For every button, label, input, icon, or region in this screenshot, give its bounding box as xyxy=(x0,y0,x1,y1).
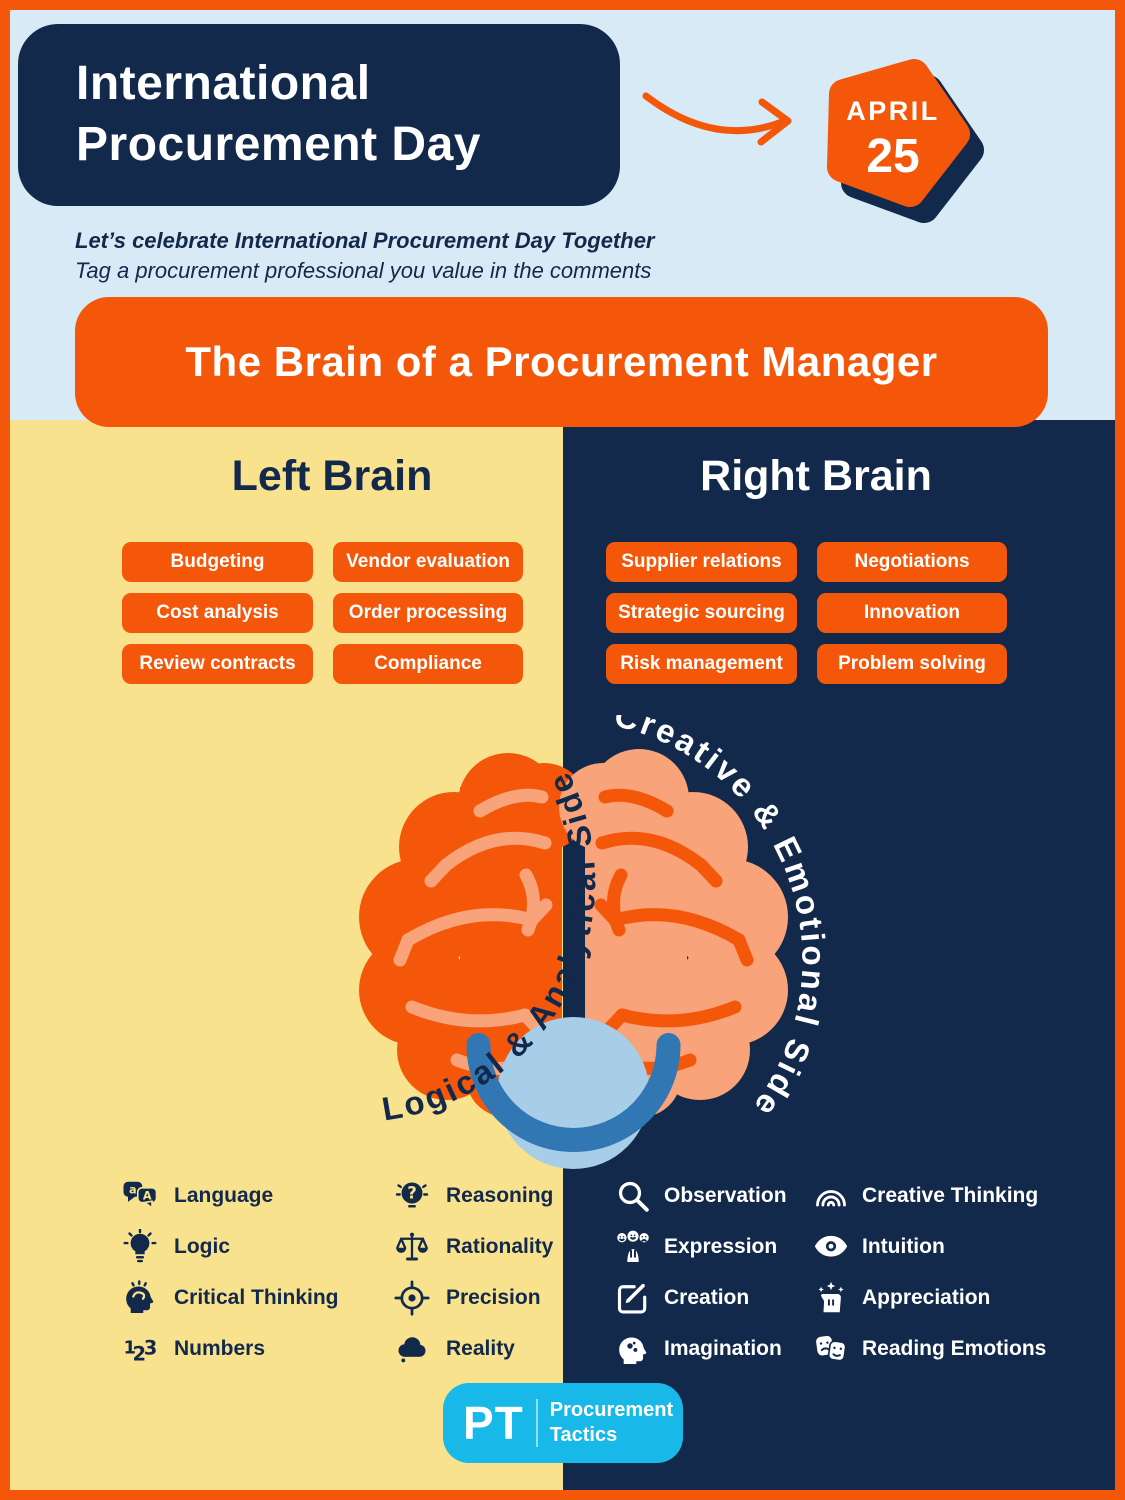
pill: Innovation xyxy=(817,593,1007,633)
tagline: Tag a procurement professional you value… xyxy=(75,258,652,283)
badge-day: 25 xyxy=(866,130,919,183)
right-brain-pills: Supplier relations Negotiations Strategi… xyxy=(606,542,1007,684)
pill: Cost analysis xyxy=(122,593,313,633)
left-brain-features: a A Language ? Reasoning Logic xyxy=(122,1170,626,1374)
pill: Order processing xyxy=(333,593,523,633)
logo-name: Procurement Tactics xyxy=(550,1398,673,1448)
section-banner: The Brain of a Procurement Manager xyxy=(75,297,1048,427)
imagination-icon xyxy=(619,1336,647,1364)
feature-label: Precision xyxy=(446,1285,541,1309)
pill: Negotiations xyxy=(817,542,1007,582)
svg-text:1: 1 xyxy=(124,1337,137,1358)
feature-label: Creation xyxy=(664,1285,750,1309)
feature-label: Reality xyxy=(446,1336,515,1360)
pill: Strategic sourcing xyxy=(606,593,797,633)
rationality-icon xyxy=(396,1232,428,1260)
pill: Vendor evaluation xyxy=(333,542,523,582)
right-brain-features: Observation Creative Thinking Expression… xyxy=(615,1170,1062,1374)
observation-icon xyxy=(618,1181,649,1212)
creative-thinking-icon xyxy=(816,1189,846,1206)
badge-month: APRIL xyxy=(846,96,940,126)
banner-title: The Brain of a Procurement Manager xyxy=(185,338,938,385)
feature-label: Rationality xyxy=(446,1234,554,1258)
page-title-line2: Procurement Day xyxy=(76,118,481,171)
reality-icon xyxy=(398,1336,426,1362)
feature-label: Critical Thinking xyxy=(174,1285,339,1309)
left-brain-pills: Budgeting Vendor evaluation Cost analysi… xyxy=(122,542,523,684)
svg-text:?: ? xyxy=(407,1183,417,1202)
right-brain-heading: Right Brain xyxy=(700,452,932,500)
feature-label: Observation xyxy=(664,1183,787,1207)
title-card: International Procurement Day xyxy=(18,24,620,206)
svg-text:3: 3 xyxy=(144,1336,158,1359)
logo-name-line1: Procurement xyxy=(549,1399,674,1421)
logo-name-line2: Tactics xyxy=(549,1424,618,1446)
feature-label: Reading Emotions xyxy=(862,1336,1047,1360)
pill: Budgeting xyxy=(122,542,313,582)
intuition-icon xyxy=(814,1235,848,1257)
feature-label: Expression xyxy=(664,1234,778,1258)
pill: Risk management xyxy=(606,644,797,684)
numbers-icon: 1 2 3 xyxy=(124,1336,158,1365)
feature-label: Intuition xyxy=(862,1234,945,1258)
svg-text:a: a xyxy=(129,1183,137,1196)
svg-text:A: A xyxy=(143,1189,152,1202)
tagline-bold: Let’s celebrate International Procuremen… xyxy=(75,228,655,253)
svg-text:2: 2 xyxy=(133,1342,147,1365)
critical-thinking-icon xyxy=(126,1279,154,1313)
creation-icon xyxy=(617,1283,647,1314)
pill: Review contracts xyxy=(122,644,313,684)
feature-label: Numbers xyxy=(174,1336,266,1360)
feature-label: Reasoning xyxy=(446,1183,554,1207)
appreciation-icon xyxy=(818,1281,844,1312)
feature-label: Appreciation xyxy=(862,1285,991,1309)
april-25-badge: APRIL 25 xyxy=(827,59,984,223)
logo-divider xyxy=(535,1399,538,1447)
language-icon: a A xyxy=(123,1181,158,1209)
expression-icon xyxy=(617,1230,649,1262)
procurement-tactics-logo: PT Procurement Tactics xyxy=(443,1383,683,1463)
logo-initials: PT xyxy=(463,1397,524,1449)
precision-icon xyxy=(394,1279,430,1316)
pill: Compliance xyxy=(333,644,523,684)
pill: Supplier relations xyxy=(606,542,797,582)
reading-emotions-icon xyxy=(816,1335,847,1361)
feature-label: Creative Thinking xyxy=(862,1183,1039,1207)
taglines: Let’s celebrate International Procuremen… xyxy=(75,226,655,286)
left-brain-heading: Left Brain xyxy=(231,452,433,500)
page-title-line1: International xyxy=(76,57,371,111)
feature-label: Language xyxy=(174,1183,274,1207)
pill: Problem solving xyxy=(817,644,1007,684)
feature-label: Imagination xyxy=(664,1336,782,1360)
reasoning-icon: ? xyxy=(395,1182,429,1208)
curved-arrow-icon xyxy=(642,92,792,146)
feature-label: Logic xyxy=(174,1234,230,1258)
logic-icon xyxy=(123,1228,157,1262)
content-frame: International Procurement Day APRIL 25 L… xyxy=(10,10,1115,1490)
